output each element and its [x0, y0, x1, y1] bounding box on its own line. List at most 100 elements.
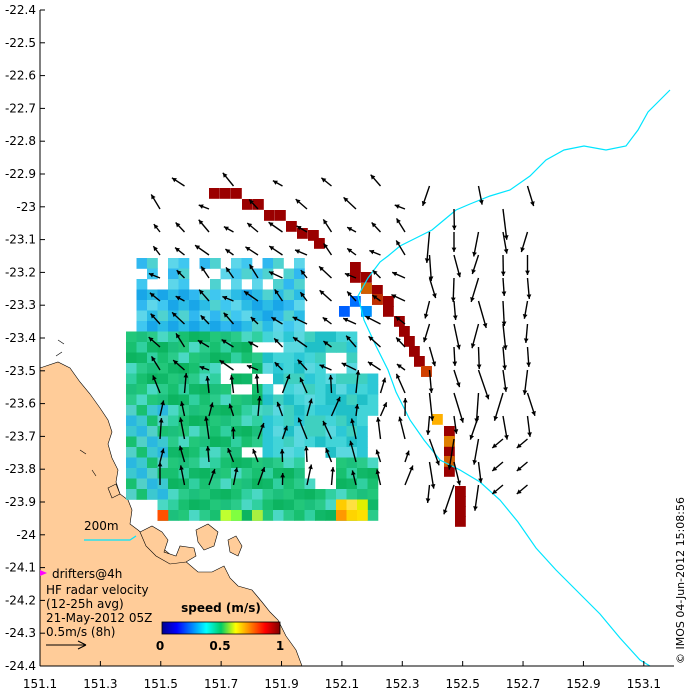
radar-cell: [283, 489, 295, 500]
radar-cell: [157, 457, 169, 469]
radar-cell: [336, 447, 347, 458]
radar-cell: [273, 352, 284, 364]
velocity-arrow: [428, 369, 434, 393]
radar-cell: [304, 363, 316, 374]
radar-cell: [168, 268, 179, 280]
radar-cell: [339, 306, 350, 317]
velocity-arrow: [276, 401, 284, 417]
radar-cell: [168, 279, 179, 290]
radar-cell: [210, 289, 221, 301]
velocity-arrow: [248, 264, 259, 279]
velocity-arrow: [306, 398, 313, 417]
radar-cell: [220, 499, 232, 511]
radar-cell: [315, 405, 326, 416]
radar-cell: [315, 352, 326, 364]
velocity-arrow: [371, 294, 381, 302]
radar-cell: [147, 321, 158, 332]
velocity-arrow: [350, 418, 357, 440]
radar-cell: [283, 321, 295, 332]
radar-cell: [264, 210, 275, 221]
velocity-arrow: [172, 359, 185, 371]
radar-cell: [168, 300, 179, 311]
velocity-arrow: [174, 247, 185, 256]
velocity-arrow: [296, 225, 308, 233]
radar-cell: [231, 373, 242, 385]
y-tick-label: -24.1: [5, 561, 36, 575]
radar-cell: [262, 499, 274, 511]
radar-cell: [252, 415, 263, 427]
velocity-arrow: [223, 226, 234, 233]
x-tick-label: 152.5: [445, 677, 479, 691]
radar-cell: [189, 499, 200, 511]
radar-cell: [168, 321, 179, 332]
island: [107, 483, 121, 499]
velocity-arrows: [148, 172, 536, 515]
radar-cell: [294, 457, 305, 469]
radar-cell: [199, 331, 211, 343]
radar-cell: [315, 436, 326, 448]
velocity-arrow: [158, 418, 164, 440]
velocity-arrow: [228, 403, 235, 417]
radar-cell: [262, 300, 274, 311]
radar-cell: [357, 447, 368, 458]
velocity-arrow: [428, 254, 434, 281]
radar-cell: [336, 342, 347, 353]
radar-cell: [178, 342, 190, 353]
radar-cell: [189, 478, 200, 490]
radar-cell: [199, 373, 211, 385]
radar-cell: [178, 468, 190, 479]
radar-cell: [157, 321, 169, 332]
radar-cell: [262, 457, 274, 469]
radar-cell: [346, 405, 358, 416]
radar-cell: [178, 499, 190, 511]
radar-cell: [126, 384, 137, 395]
radar-cell: [357, 489, 368, 500]
radar-cell: [220, 331, 232, 343]
radar-cell: [220, 321, 232, 332]
velocity-arrow: [391, 294, 406, 302]
radar-cell: [325, 447, 337, 458]
radar-cell: [241, 436, 253, 448]
radar-cell: [346, 342, 358, 353]
radar-cell: [168, 426, 179, 437]
radar-cell: [241, 468, 253, 479]
velocity-arrow: [272, 180, 283, 187]
velocity-arrow: [424, 231, 431, 263]
radar-cell: [336, 489, 347, 500]
radar-cell: [252, 499, 263, 511]
radar-cell: [262, 405, 274, 416]
radar-cell: [283, 268, 295, 280]
velocity-arrow: [404, 465, 414, 486]
radar-cell: [231, 331, 242, 343]
radar-cell: [210, 373, 221, 385]
velocity-arrow: [428, 438, 440, 466]
radar-cell: [283, 394, 295, 406]
radar-cell: [357, 426, 368, 437]
velocity-arrow: [428, 277, 437, 299]
velocity-arrow: [472, 231, 480, 257]
radar-cell: [210, 300, 221, 311]
colorbar-title: speed (m/s): [181, 601, 261, 615]
radar-cell: [273, 499, 284, 511]
y-tick-label: -22.6: [5, 69, 36, 83]
radar-cell: [157, 436, 169, 448]
velocity-arrow: [450, 277, 456, 303]
velocity-arrow: [523, 323, 529, 343]
legend-scale: 0.5m/s (8h): [46, 625, 116, 639]
radar-cell: [199, 478, 211, 490]
radar-cell: [252, 310, 263, 322]
radar-cell: [325, 510, 337, 521]
radar-cell: [350, 296, 361, 307]
velocity-arrow: [323, 243, 333, 256]
radar-cell: [252, 468, 263, 479]
colorbar: speed (m/s) 0 0.5 1: [156, 601, 284, 653]
radar-cell: [294, 300, 305, 311]
radar-cell: [168, 436, 179, 448]
radar-cell: [231, 321, 242, 332]
radar-cell: [273, 415, 284, 427]
radar-cell: [273, 394, 284, 406]
radar-cell: [136, 478, 148, 490]
radar-cell: [262, 384, 274, 395]
radar-cell: [231, 342, 242, 353]
radar-cell: [189, 384, 200, 395]
